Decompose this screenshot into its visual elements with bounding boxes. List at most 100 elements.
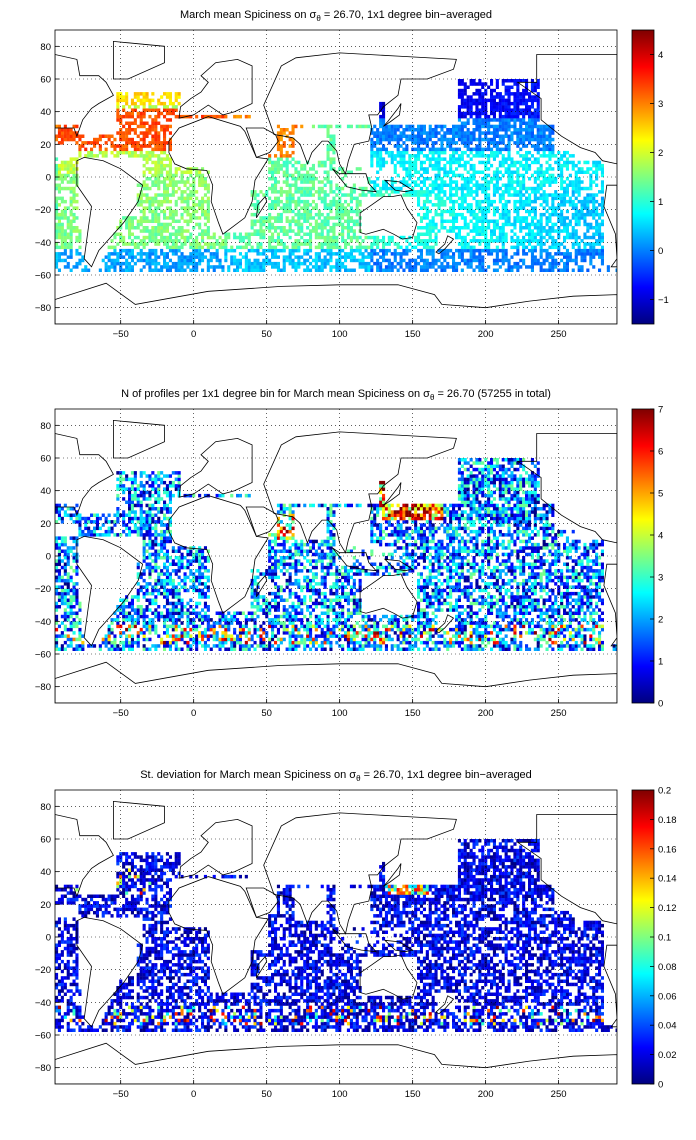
data-cell: [139, 92, 143, 96]
data-cell: [557, 226, 561, 230]
data-cell: [332, 229, 336, 233]
data-cell: [487, 248, 491, 253]
data-cell: [69, 170, 73, 174]
data-cell: [323, 255, 327, 259]
data-cell: [297, 160, 301, 165]
data-cell: [390, 235, 394, 240]
data-cell: [203, 212, 207, 217]
data-cell: [203, 242, 207, 246]
data-cell: [335, 252, 339, 256]
data-cell: [513, 222, 517, 227]
data-cell: [492, 101, 496, 106]
data-cell: [238, 239, 242, 243]
data-cell: [382, 128, 386, 132]
data-cell: [431, 154, 435, 158]
data-cell: [195, 268, 199, 272]
data-cell: [206, 183, 210, 187]
data-cell: [268, 170, 272, 174]
data-cell: [259, 245, 263, 250]
data-cell: [142, 144, 146, 148]
data-cell: [317, 258, 321, 263]
data-cell: [206, 232, 210, 236]
colorbar-tick-label: 4: [658, 50, 663, 61]
data-cell: [492, 248, 496, 253]
data-cell: [484, 199, 488, 204]
data-cell: [116, 101, 120, 106]
data-cell: [478, 141, 482, 145]
data-cell: [192, 186, 196, 191]
data-cell: [145, 229, 149, 233]
data-cell: [507, 95, 511, 99]
data-cell: [417, 147, 421, 152]
data-cell: [332, 137, 336, 142]
data-cell: [139, 190, 143, 194]
data-cell: [294, 124, 298, 129]
data-cell: [592, 199, 596, 204]
data-cell: [431, 144, 435, 148]
data-cell: [203, 180, 207, 184]
data-cell: [130, 265, 134, 269]
data-cell: [522, 235, 526, 240]
data-cell: [548, 637, 552, 642]
data-cell: [165, 141, 169, 145]
data-cell: [75, 644, 79, 648]
data-cell: [209, 114, 213, 119]
data-cell: [154, 134, 158, 138]
data-cell: [402, 193, 406, 197]
data-cell: [139, 111, 143, 116]
data-cell: [460, 111, 464, 116]
data-cell: [548, 193, 552, 197]
data-cell: [116, 111, 120, 116]
data-cell: [157, 157, 161, 161]
data-cell: [78, 261, 82, 266]
data-cell: [168, 216, 172, 220]
data-cell: [157, 160, 161, 165]
data-cell: [373, 186, 377, 191]
data-cell: [577, 242, 581, 246]
data-cell: [457, 105, 461, 109]
data-cell: [501, 203, 505, 207]
data-cell: [291, 193, 295, 197]
data-cell: [419, 640, 423, 645]
data-cell: [475, 255, 479, 259]
data-cell: [425, 199, 429, 204]
data-cell: [417, 190, 421, 194]
data-cell: [285, 173, 289, 178]
data-cell: [311, 183, 315, 187]
data-cell: [554, 222, 558, 227]
data-cell: [379, 118, 383, 122]
data-cell: [510, 124, 514, 129]
data-cell: [384, 160, 388, 165]
data-cell: [501, 98, 505, 103]
data-cell: [463, 222, 467, 227]
data-cell: [376, 137, 380, 142]
data-cell: [338, 637, 342, 642]
data-cell: [510, 193, 514, 197]
data-cell: [387, 128, 391, 132]
data-cell: [565, 209, 569, 214]
data-cell: [55, 637, 59, 642]
data-cell: [390, 180, 394, 184]
data-cell: [545, 229, 549, 233]
data-cell: [323, 226, 327, 230]
data-cell: [545, 255, 549, 259]
data-cell: [507, 108, 511, 112]
data-cell: [542, 128, 546, 132]
data-cell: [332, 203, 336, 207]
data-cell: [66, 216, 70, 220]
data-cell: [402, 147, 406, 152]
data-cell: [592, 163, 596, 168]
data-cell: [192, 216, 196, 220]
data-cell: [75, 261, 79, 266]
data-cell: [589, 186, 593, 191]
data-cell: [414, 160, 418, 165]
data-cell: [116, 261, 120, 266]
data-cell: [548, 134, 552, 138]
data-cell: [440, 196, 444, 201]
data-cell: [428, 131, 432, 135]
data-cell: [142, 101, 146, 106]
data-cell: [209, 255, 213, 259]
data-cell: [69, 640, 73, 645]
data-cell: [382, 180, 386, 184]
data-cell: [460, 258, 464, 263]
